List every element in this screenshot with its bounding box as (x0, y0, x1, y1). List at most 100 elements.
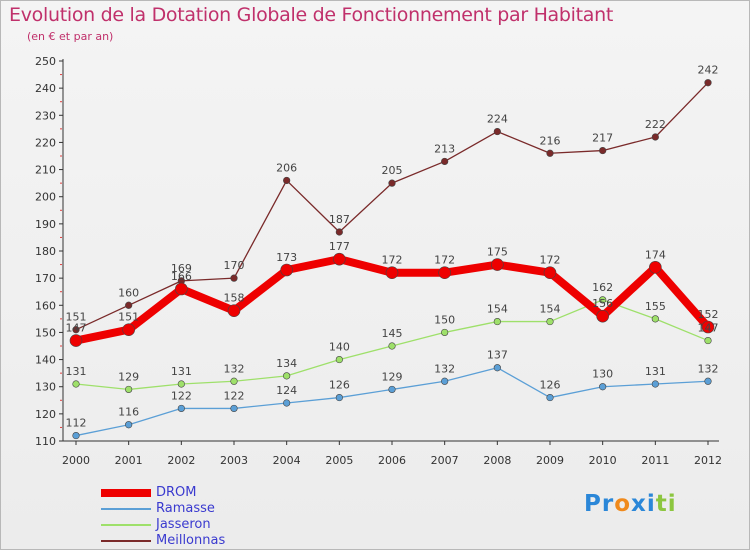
legend-item-jasseron: Jasseron (101, 517, 301, 533)
logo-letter: t (655, 491, 668, 517)
data-label-drom: 147 (66, 322, 87, 335)
data-label-meillonnas: 205 (382, 164, 403, 177)
data-point-jasseron (388, 342, 396, 350)
data-point-meillonnas (546, 149, 554, 157)
data-label-ramasse: 124 (276, 384, 297, 397)
data-point-drom (596, 309, 609, 323)
legend-item-meillonnas: Meillonnas (101, 533, 301, 549)
data-label-ramasse: 116 (118, 406, 139, 419)
data-point-ramasse (72, 431, 80, 440)
data-point-meillonnas (283, 176, 291, 185)
data-point-meillonnas (230, 274, 238, 282)
y-tick-label: 200 (35, 191, 56, 204)
data-label-ramasse: 126 (329, 379, 350, 392)
data-point-drom (701, 320, 715, 334)
data-label-ramasse: 131 (645, 365, 666, 378)
legend-swatch-drom (101, 489, 151, 497)
legend-label-meillonnas: Meillonnas (156, 533, 226, 548)
data-label-ramasse: 122 (171, 389, 192, 402)
x-tick-label: 2007 (431, 454, 459, 467)
data-point-ramasse (283, 399, 291, 407)
data-point-meillonnas (441, 157, 449, 166)
data-point-jasseron (72, 380, 80, 388)
data-label-jasseron: 147 (698, 322, 719, 335)
data-label-meillonnas: 206 (276, 161, 297, 174)
data-label-jasseron: 145 (382, 327, 403, 340)
data-point-meillonnas (335, 228, 343, 236)
data-point-meillonnas (493, 127, 501, 136)
data-label-meillonnas: 170 (224, 259, 245, 272)
data-point-drom (543, 266, 557, 280)
y-tick-label: 130 (35, 381, 56, 394)
data-label-jasseron: 132 (224, 362, 245, 375)
data-point-drom (69, 334, 83, 347)
data-point-ramasse (125, 421, 133, 429)
y-tick-label: 150 (35, 326, 56, 339)
data-label-drom: 158 (224, 292, 245, 305)
data-point-ramasse (599, 383, 607, 391)
y-tick-label: 240 (35, 82, 56, 95)
y-tick-label: 110 (35, 435, 56, 448)
data-point-ramasse (546, 393, 554, 402)
logo-letter: i (646, 491, 656, 517)
data-label-jasseron: 129 (118, 370, 139, 383)
data-label-jasseron: 154 (487, 303, 508, 316)
x-tick-label: 2005 (325, 454, 353, 467)
proxiti-logo: Proxiti (584, 491, 677, 517)
chart-subtitle: (en € et par an) (27, 30, 114, 43)
x-tick-label: 2011 (641, 454, 669, 467)
data-label-drom: 174 (645, 248, 666, 261)
y-tick-label: 170 (35, 272, 56, 285)
data-point-drom (227, 304, 241, 318)
data-point-jasseron (493, 317, 501, 326)
y-tick-label: 160 (35, 299, 56, 312)
data-point-meillonnas (651, 133, 659, 141)
data-point-meillonnas (704, 79, 712, 87)
data-point-ramasse (441, 377, 449, 385)
data-point-drom (385, 266, 399, 280)
data-point-drom (438, 266, 451, 280)
data-label-drom: 151 (118, 311, 139, 324)
data-point-drom (491, 258, 504, 271)
data-point-jasseron (546, 317, 554, 326)
data-label-meillonnas: 217 (592, 132, 613, 145)
y-tick-label: 210 (35, 164, 56, 177)
data-label-jasseron: 150 (434, 313, 455, 326)
legend-item-ramasse: Ramasse (101, 501, 301, 517)
data-label-jasseron: 140 (329, 341, 350, 354)
data-label-ramasse: 112 (66, 417, 87, 430)
data-point-meillonnas (388, 179, 396, 187)
data-label-meillonnas: 224 (487, 113, 508, 126)
data-label-ramasse: 132 (434, 362, 455, 375)
y-tick-label: 230 (35, 109, 56, 122)
data-label-drom: 172 (434, 254, 455, 267)
data-label-jasseron: 155 (645, 300, 666, 313)
data-point-jasseron (599, 296, 607, 304)
data-label-jasseron: 131 (171, 365, 192, 378)
data-label-ramasse: 132 (698, 362, 719, 375)
data-point-ramasse (335, 393, 343, 402)
data-label-ramasse: 122 (224, 389, 245, 402)
logo-letter: x (631, 491, 647, 517)
data-label-drom: 175 (487, 246, 508, 259)
legend-swatch-meillonnas (101, 540, 151, 542)
legend-label-drom: DROM (156, 485, 197, 500)
x-tick-label: 2000 (62, 454, 90, 467)
data-label-ramasse: 130 (592, 368, 613, 381)
data-label-meillonnas: 160 (118, 286, 139, 299)
data-label-drom: 172 (382, 254, 403, 267)
chart-title: Evolution de la Dotation Globale de Fonc… (9, 4, 614, 26)
x-tick-label: 2010 (589, 454, 617, 467)
x-tick-label: 2008 (483, 454, 511, 467)
legend-swatch-ramasse (101, 508, 151, 510)
logo-letter: P (584, 491, 602, 517)
logo-letter: o (614, 491, 632, 517)
data-label-jasseron: 154 (540, 303, 561, 316)
data-point-drom (175, 282, 188, 296)
data-label-ramasse: 129 (382, 370, 403, 383)
data-label-ramasse: 137 (487, 349, 508, 362)
legend-label-jasseron: Jasseron (156, 517, 211, 532)
x-tick-label: 2012 (694, 454, 722, 467)
